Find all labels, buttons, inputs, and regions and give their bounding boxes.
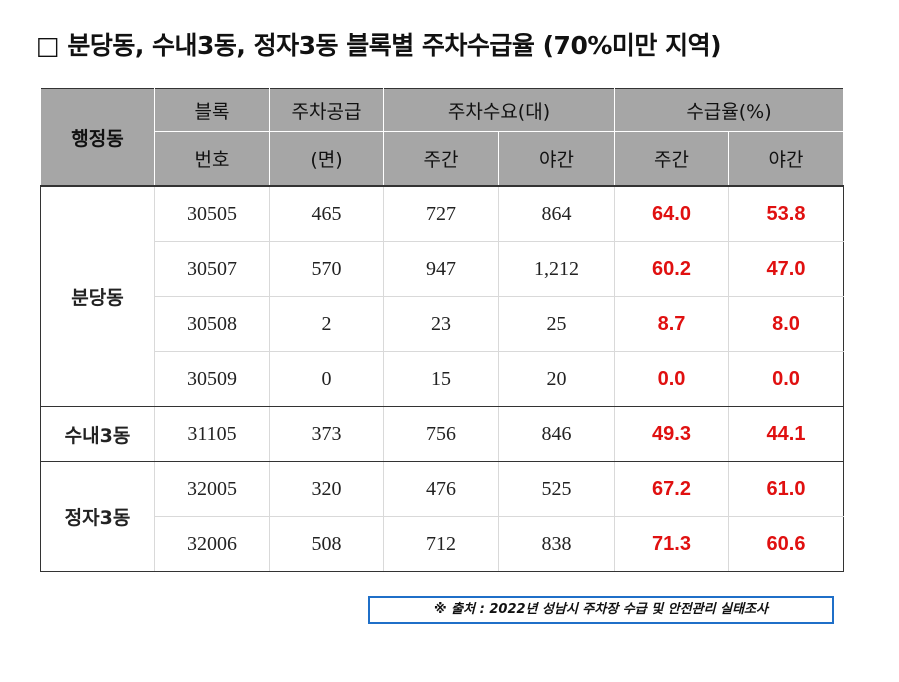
demand-day-cell: 712 xyxy=(383,516,499,572)
ratio-night-cell: 0.0 xyxy=(728,351,844,407)
table-row: 30509 0 15 20 0.0 0.0 xyxy=(41,351,844,407)
demand-day-cell: 15 xyxy=(383,351,499,407)
district-cell: 분당동 xyxy=(40,186,155,407)
header-demand: 주차수요(대) xyxy=(383,88,615,132)
block-cell: 30508 xyxy=(154,296,270,352)
header-supply-line1: 주차공급 xyxy=(269,88,384,132)
table-header: 행정동 블록 주차공급 주차수요(대) 수급율(%) 번호 (면) 주간 야간 … xyxy=(40,88,844,187)
header-ratio: 수급율(%) xyxy=(614,88,844,132)
ratio-night-cell: 8.0 xyxy=(728,296,844,352)
table-row: 정자3동 32005 320 476 525 67.2 61.0 xyxy=(40,461,844,572)
demand-night-cell: 20 xyxy=(498,351,615,407)
header-ratio-night: 야간 xyxy=(728,131,844,186)
demand-night-cell: 1,212 xyxy=(498,241,615,297)
block-cell: 32005 xyxy=(154,461,270,517)
supply-cell: 570 xyxy=(269,241,384,297)
table-row: 32006 508 712 838 71.3 60.6 xyxy=(41,516,844,572)
ratio-day-cell: 67.2 xyxy=(614,461,729,517)
ratio-day-cell: 60.2 xyxy=(614,241,729,297)
block-cell: 30505 xyxy=(154,186,270,242)
table-row: 30507 570 947 1,212 60.2 47.0 xyxy=(41,241,844,297)
header-district: 행정동 xyxy=(40,88,155,187)
demand-day-cell: 756 xyxy=(383,406,499,462)
header-ratio-day: 주간 xyxy=(614,131,729,186)
table-row: 분당동 30505 465 727 864 64.0 53.8 xyxy=(40,186,844,407)
demand-day-cell: 727 xyxy=(383,186,499,242)
ratio-night-cell: 47.0 xyxy=(728,241,844,297)
ratio-night-cell: 61.0 xyxy=(728,461,844,517)
source-note: ※ 출처 : 2022년 성남시 주차장 수급 및 안전관리 실태조사 xyxy=(368,596,834,624)
supply-cell: 320 xyxy=(269,461,384,517)
ratio-night-cell: 44.1 xyxy=(728,406,844,462)
header-demand-day: 주간 xyxy=(383,131,499,186)
supply-cell: 373 xyxy=(269,406,384,462)
table-row: 30508 2 23 25 8.7 8.0 xyxy=(41,296,844,352)
header-block-line1: 블록 xyxy=(154,88,270,132)
block-cell: 30507 xyxy=(154,241,270,297)
ratio-night-cell: 53.8 xyxy=(728,186,844,242)
ratio-day-cell: 71.3 xyxy=(614,516,729,572)
table-row: 수내3동 31105 373 756 846 49.3 44.1 xyxy=(40,406,844,462)
ratio-day-cell: 0.0 xyxy=(614,351,729,407)
header-demand-night: 야간 xyxy=(498,131,615,186)
demand-night-cell: 846 xyxy=(498,406,615,462)
supply-cell: 508 xyxy=(269,516,384,572)
page-title: □ 분당동, 수내3동, 정자3동 블록별 주차수급율 (70%미만 지역) xyxy=(36,31,722,60)
demand-night-cell: 25 xyxy=(498,296,615,352)
demand-day-cell: 476 xyxy=(383,461,499,517)
supply-cell: 2 xyxy=(269,296,384,352)
block-cell: 31105 xyxy=(154,406,270,462)
demand-day-cell: 23 xyxy=(383,296,499,352)
block-cell: 30509 xyxy=(154,351,270,407)
ratio-day-cell: 8.7 xyxy=(614,296,729,352)
table-body: 분당동 30505 465 727 864 64.0 53.8 30507 57… xyxy=(40,186,844,572)
ratio-night-cell: 60.6 xyxy=(728,516,844,572)
ratio-day-cell: 64.0 xyxy=(614,186,729,242)
demand-day-cell: 947 xyxy=(383,241,499,297)
supply-cell: 465 xyxy=(269,186,384,242)
demand-night-cell: 525 xyxy=(498,461,615,517)
block-cell: 32006 xyxy=(154,516,270,572)
ratio-day-cell: 49.3 xyxy=(614,406,729,462)
demand-night-cell: 838 xyxy=(498,516,615,572)
parking-ratio-table: 행정동 블록 주차공급 주차수요(대) 수급율(%) 번호 (면) 주간 야간 … xyxy=(40,88,844,572)
demand-night-cell: 864 xyxy=(498,186,615,242)
supply-cell: 0 xyxy=(269,351,384,407)
header-supply-line2: (면) xyxy=(269,131,384,186)
district-cell: 정자3동 xyxy=(40,461,155,572)
district-cell: 수내3동 xyxy=(40,406,155,462)
header-block-line2: 번호 xyxy=(154,131,270,186)
